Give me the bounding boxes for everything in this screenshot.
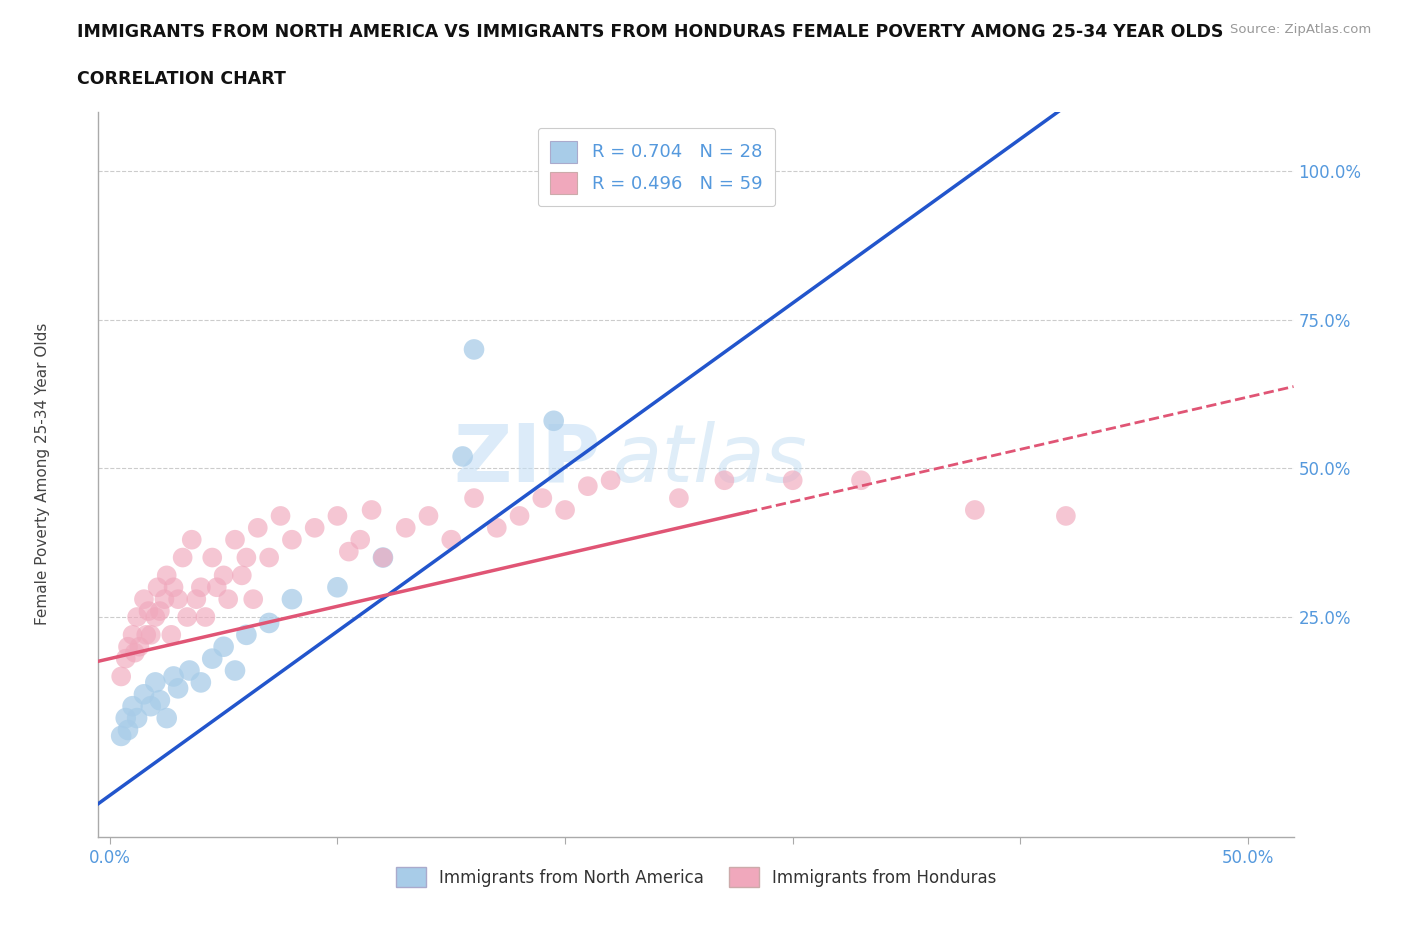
- Point: [634, 166, 657, 181]
- Point: [138, 604, 160, 618]
- Point: [114, 651, 136, 666]
- Point: [782, 472, 804, 487]
- Point: [440, 532, 463, 547]
- Point: [281, 532, 304, 547]
- Point: [668, 491, 690, 506]
- Point: [1054, 509, 1077, 524]
- Point: [231, 568, 253, 583]
- Point: [121, 628, 143, 643]
- Point: [543, 413, 565, 428]
- Point: [360, 502, 382, 517]
- Text: atlas: atlas: [613, 420, 807, 498]
- Point: [270, 509, 292, 524]
- Point: [217, 591, 239, 606]
- Point: [599, 166, 621, 181]
- Legend: Immigrants from North America, Immigrants from Honduras: Immigrants from North America, Immigrant…: [389, 860, 1002, 894]
- Point: [176, 609, 198, 624]
- Point: [224, 663, 246, 678]
- Point: [121, 698, 143, 713]
- Point: [281, 591, 304, 606]
- Point: [162, 579, 184, 594]
- Point: [242, 591, 264, 606]
- Point: [531, 491, 554, 506]
- Point: [463, 342, 485, 357]
- Point: [110, 728, 132, 743]
- Point: [139, 628, 162, 643]
- Point: [509, 509, 531, 524]
- Point: [554, 502, 576, 517]
- Text: ZIP: ZIP: [453, 420, 600, 498]
- Point: [172, 551, 194, 565]
- Point: [599, 472, 621, 487]
- Point: [224, 532, 246, 547]
- Point: [246, 521, 269, 536]
- Point: [179, 663, 201, 678]
- Point: [186, 591, 208, 606]
- Point: [117, 639, 139, 654]
- Point: [201, 651, 224, 666]
- Point: [257, 616, 280, 631]
- Point: [849, 472, 872, 487]
- Point: [135, 628, 157, 643]
- Point: [132, 687, 155, 702]
- Text: Source: ZipAtlas.com: Source: ZipAtlas.com: [1230, 23, 1371, 36]
- Point: [257, 551, 280, 565]
- Point: [146, 579, 169, 594]
- Point: [156, 568, 179, 583]
- Y-axis label: Female Poverty Among 25-34 Year Olds: Female Poverty Among 25-34 Year Olds: [35, 323, 51, 626]
- Point: [190, 675, 212, 690]
- Point: [418, 509, 440, 524]
- Point: [167, 591, 190, 606]
- Point: [167, 681, 190, 696]
- Point: [451, 449, 474, 464]
- Point: [212, 568, 235, 583]
- Point: [201, 551, 224, 565]
- Point: [337, 544, 360, 559]
- Point: [190, 579, 212, 594]
- Point: [205, 579, 228, 594]
- Point: [162, 669, 184, 684]
- Point: [576, 479, 599, 494]
- Point: [326, 579, 349, 594]
- Point: [235, 551, 257, 565]
- Point: [143, 675, 166, 690]
- Point: [127, 609, 149, 624]
- Point: [132, 591, 155, 606]
- Point: [149, 693, 172, 708]
- Point: [194, 609, 217, 624]
- Point: [139, 698, 162, 713]
- Point: [304, 521, 326, 536]
- Point: [395, 521, 418, 536]
- Point: [371, 551, 394, 565]
- Point: [371, 551, 394, 565]
- Point: [143, 609, 166, 624]
- Point: [156, 711, 179, 725]
- Point: [713, 472, 735, 487]
- Point: [127, 711, 149, 725]
- Point: [463, 491, 485, 506]
- Point: [110, 669, 132, 684]
- Point: [124, 645, 146, 660]
- Point: [235, 628, 257, 643]
- Point: [326, 509, 349, 524]
- Point: [963, 502, 986, 517]
- Point: [128, 639, 150, 654]
- Point: [117, 723, 139, 737]
- Point: [180, 532, 202, 547]
- Point: [349, 532, 371, 547]
- Point: [153, 591, 176, 606]
- Point: [485, 521, 508, 536]
- Point: [114, 711, 136, 725]
- Text: IMMIGRANTS FROM NORTH AMERICA VS IMMIGRANTS FROM HONDURAS FEMALE POVERTY AMONG 2: IMMIGRANTS FROM NORTH AMERICA VS IMMIGRA…: [77, 23, 1223, 41]
- Point: [149, 604, 172, 618]
- Point: [160, 628, 183, 643]
- Point: [212, 639, 235, 654]
- Text: CORRELATION CHART: CORRELATION CHART: [77, 70, 287, 87]
